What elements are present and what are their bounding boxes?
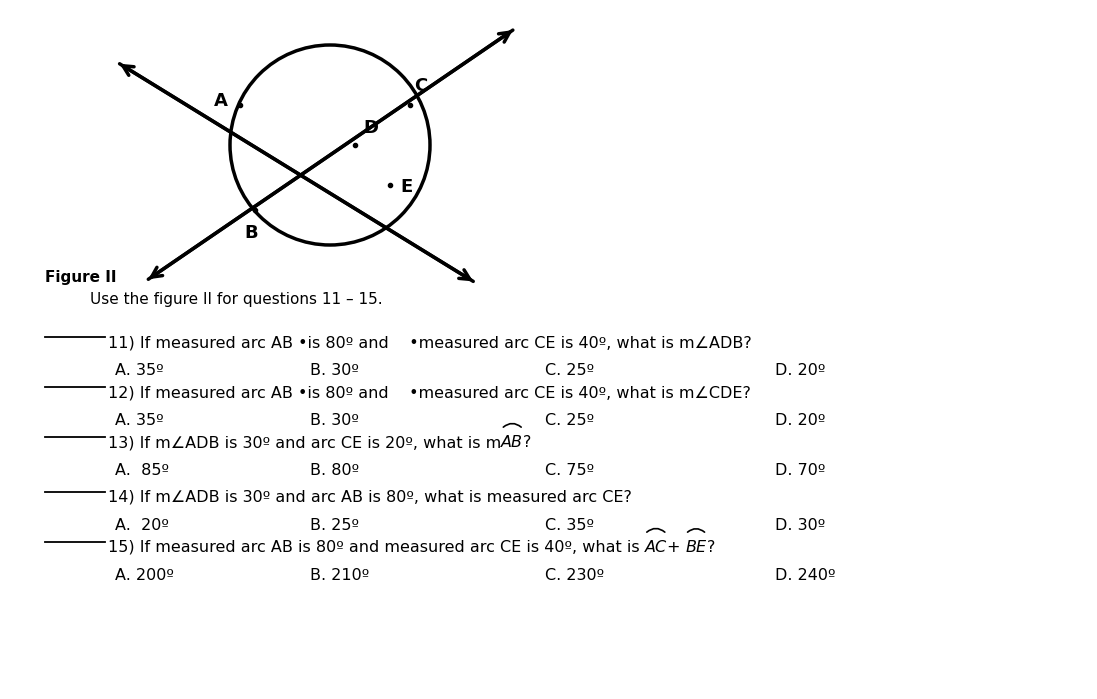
Text: 14) If m∠ADB is 30º and arc AB is 80º, what is measured arc CE?: 14) If m∠ADB is 30º and arc AB is 80º, w… <box>108 490 632 505</box>
Text: 15) If measured arc AB is 80º and measured arc CE is 40º, what is: 15) If measured arc AB is 80º and measur… <box>108 540 645 555</box>
Text: C. 25º: C. 25º <box>545 413 595 428</box>
Text: D: D <box>363 119 378 137</box>
Text: A.  85º: A. 85º <box>115 463 169 478</box>
Text: E: E <box>400 178 412 196</box>
Text: D. 20º: D. 20º <box>774 413 825 428</box>
Text: A. 35º: A. 35º <box>115 363 163 378</box>
Text: A. 35º: A. 35º <box>115 413 163 428</box>
Text: D. 70º: D. 70º <box>774 463 825 478</box>
Text: B. 210º: B. 210º <box>310 568 370 583</box>
Text: D. 30º: D. 30º <box>774 518 825 533</box>
Text: BE: BE <box>686 540 706 555</box>
Text: C. 75º: C. 75º <box>545 463 595 478</box>
Text: ?: ? <box>523 435 532 450</box>
Text: B. 30º: B. 30º <box>310 413 359 428</box>
Text: Figure II: Figure II <box>45 270 116 285</box>
Text: +: + <box>667 540 686 555</box>
Text: D. 240º: D. 240º <box>774 568 836 583</box>
Text: B. 80º: B. 80º <box>310 463 359 478</box>
Text: ?: ? <box>706 540 715 555</box>
Text: C. 35º: C. 35º <box>545 518 593 533</box>
Text: C: C <box>414 77 427 95</box>
Text: A. 200º: A. 200º <box>115 568 174 583</box>
Text: 11) If measured arc AB •is 80º and    •measured arc CE is 40º, what is m∠ADB?: 11) If measured arc AB •is 80º and •meas… <box>108 335 751 350</box>
Text: A: A <box>214 92 228 110</box>
Text: B. 25º: B. 25º <box>310 518 359 533</box>
Text: A.  20º: A. 20º <box>115 518 169 533</box>
Text: 12) If measured arc AB •is 80º and    •measured arc CE is 40º, what is m∠CDE?: 12) If measured arc AB •is 80º and •meas… <box>108 385 750 400</box>
Text: C. 230º: C. 230º <box>545 568 604 583</box>
Text: AB: AB <box>501 435 523 450</box>
Text: D. 20º: D. 20º <box>774 363 825 378</box>
Text: B. 30º: B. 30º <box>310 363 359 378</box>
Text: B: B <box>245 224 258 243</box>
Text: C. 25º: C. 25º <box>545 363 595 378</box>
Text: 13) If m∠ADB is 30º and arc CE is 20º, what is m: 13) If m∠ADB is 30º and arc CE is 20º, w… <box>108 435 501 450</box>
Text: Use the figure II for questions 11 – 15.: Use the figure II for questions 11 – 15. <box>90 292 383 307</box>
Text: AC: AC <box>645 540 667 555</box>
